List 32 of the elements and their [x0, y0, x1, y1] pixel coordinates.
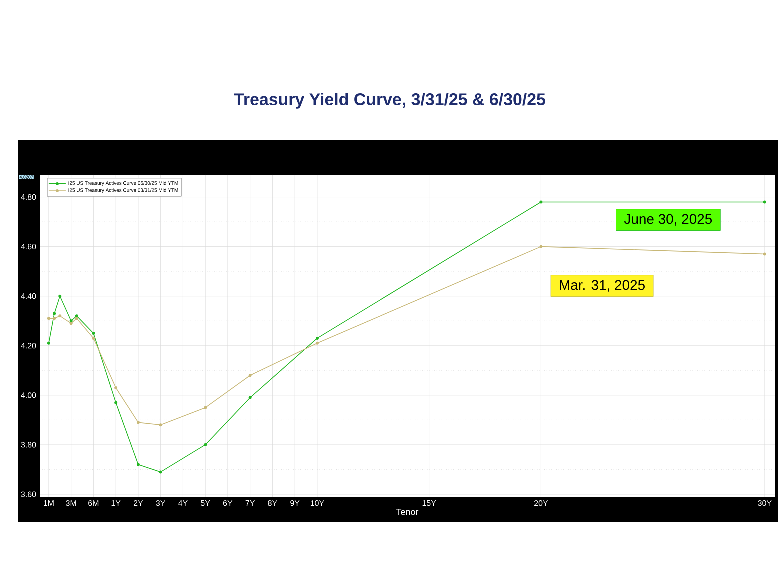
point — [248, 374, 252, 378]
point — [47, 317, 50, 320]
chart-title: Treasury Yield Curve, 3/31/25 & 6/30/25 — [234, 93, 546, 109]
point — [53, 312, 56, 316]
point — [92, 336, 96, 340]
point — [70, 322, 73, 326]
point — [70, 320, 73, 323]
point — [159, 424, 162, 427]
point — [114, 386, 118, 390]
point — [53, 317, 56, 320]
point — [58, 314, 62, 318]
point — [47, 342, 50, 345]
point — [136, 463, 140, 466]
point — [114, 401, 118, 404]
x-axis-title: Tenor — [396, 509, 419, 516]
point — [316, 342, 319, 345]
annotation: Mar. 31, 2025 — [560, 280, 645, 292]
point — [204, 443, 208, 446]
point — [316, 336, 319, 340]
point — [763, 252, 766, 256]
point — [159, 470, 162, 474]
point — [136, 421, 140, 424]
point — [92, 332, 96, 335]
annotation: June 30, 2025 — [624, 214, 712, 226]
point — [58, 294, 62, 298]
point — [248, 396, 252, 400]
point — [540, 200, 543, 204]
point — [75, 314, 78, 318]
point — [540, 245, 543, 248]
point — [204, 406, 208, 410]
point — [75, 317, 78, 320]
point — [763, 200, 766, 204]
